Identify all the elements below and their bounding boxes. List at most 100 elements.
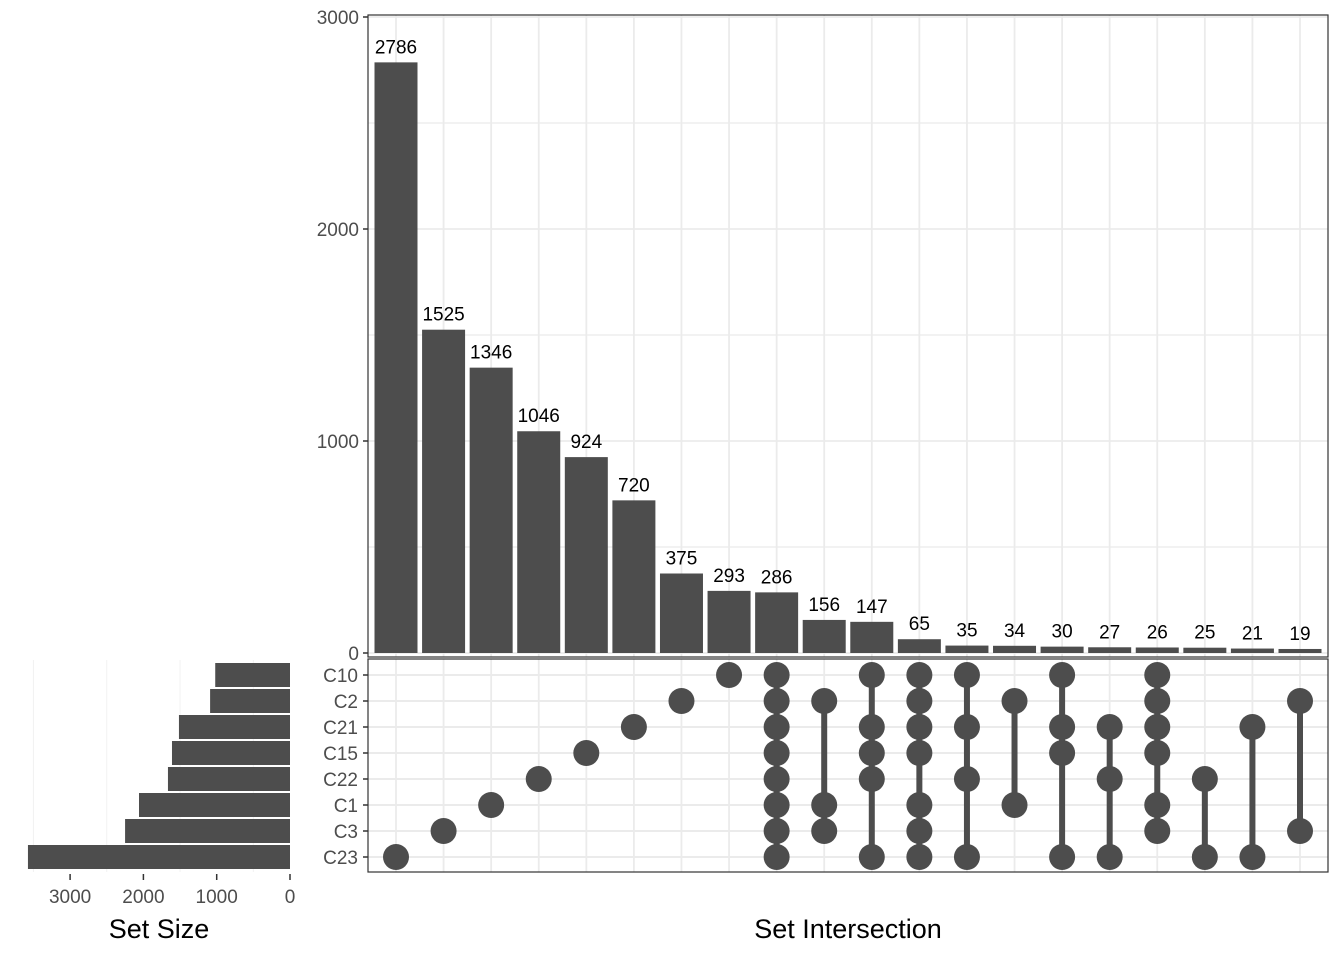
set-label: C22: [323, 770, 358, 791]
bar-value-label: 26: [1147, 622, 1168, 643]
set-membership-dot: [811, 792, 838, 818]
intersection-bars: 2786 1525 1346 1046 924 720 375 293 286 156 147 65 3…: [374, 37, 1322, 654]
set-membership-dot: [716, 662, 743, 688]
matrix-panel-border: [367, 658, 1329, 873]
set-size-bar: [167, 767, 290, 791]
intersection-bar: [422, 329, 466, 653]
set-membership-dot: [1001, 688, 1028, 714]
bar-value-label: 924: [570, 432, 602, 453]
set-membership-dot: [858, 662, 885, 688]
set-label: C15: [323, 744, 358, 765]
set-size-tick-label: 2000: [122, 887, 164, 908]
set-membership-dot: [1144, 714, 1171, 740]
set-membership-dot: [906, 714, 933, 740]
bar-value-label: 1346: [470, 343, 512, 364]
set-membership-dot: [525, 766, 552, 792]
bar-value-label: 1046: [518, 406, 560, 427]
set-membership-dot: [858, 844, 885, 870]
set-membership-dot: [573, 740, 600, 766]
bar-value-label: 21: [1242, 624, 1263, 645]
bar-value-label: 1525: [422, 305, 464, 326]
set-membership-dot: [763, 766, 790, 792]
intersection-bar: [1088, 647, 1132, 653]
set-size-bars: [27, 663, 290, 869]
axes: 0 1000 2000 3000 C10 C2 C21 C15 C22 C1 C3 C23 3000 20…: [49, 8, 1329, 908]
bar-value-label: 375: [666, 549, 698, 570]
set-label: C21: [323, 718, 358, 739]
set-size-tick-label: 0: [285, 887, 296, 908]
set-size-bar: [171, 741, 290, 765]
x-axis-title: Set Intersection: [754, 914, 942, 944]
bar-value-label: 30: [1052, 622, 1073, 643]
bar-value-label: 293: [713, 566, 745, 587]
set-size-bar: [27, 845, 290, 869]
set-membership-dot: [953, 844, 980, 870]
set-membership-dot: [620, 714, 647, 740]
set-label: C1: [334, 796, 358, 817]
set-membership-dot: [763, 688, 790, 714]
set-membership-dot: [1287, 818, 1313, 844]
intersection-bar: [374, 62, 418, 654]
set-membership-dot: [1096, 714, 1123, 740]
intersection-bar: [1230, 648, 1274, 653]
bar-value-label: 35: [956, 621, 977, 642]
set-membership-dot: [1144, 818, 1171, 844]
set-membership-dot: [1049, 714, 1076, 740]
set-membership-dot: [1191, 844, 1218, 870]
set-label: C2: [334, 692, 358, 713]
bar-value-label: 156: [808, 595, 840, 616]
set-membership-dot: [763, 740, 790, 766]
set-label: C3: [334, 822, 358, 843]
set-membership-dot: [478, 792, 505, 818]
intersection-bar: [850, 621, 894, 653]
set-size-bar: [178, 715, 290, 739]
bar-value-label: 2786: [375, 37, 417, 58]
set-membership-dot: [1144, 688, 1171, 714]
set-membership-dot: [763, 792, 790, 818]
set-membership-dot: [811, 688, 838, 714]
set-membership-dot: [906, 740, 933, 766]
set-membership-dot: [1239, 714, 1266, 740]
dot-matrix: [383, 662, 1313, 870]
set-membership-dot: [858, 714, 885, 740]
set-membership-dot: [953, 714, 980, 740]
set-membership-dot: [1239, 844, 1266, 870]
y-tick-label: 2000: [317, 220, 359, 241]
set-membership-dot: [858, 766, 885, 792]
intersection-bar: [659, 573, 703, 653]
set-membership-dot: [906, 844, 933, 870]
set-membership-dot: [1001, 792, 1028, 818]
set-membership-dot: [1287, 688, 1313, 714]
set-membership-dot: [1049, 740, 1076, 766]
bar-value-label: 65: [909, 614, 930, 635]
bar-value-label: 19: [1289, 624, 1310, 645]
top-panel-border: [367, 14, 1329, 658]
intersection-bar: [1183, 647, 1227, 653]
bar-value-label: 286: [761, 567, 793, 588]
set-membership-dot: [1144, 740, 1171, 766]
set-size-bar: [215, 663, 290, 687]
set-membership-dot: [1096, 844, 1123, 870]
bar-value-label: 25: [1194, 623, 1215, 644]
y-tick-label: 1000: [317, 432, 359, 453]
intersection-bar: [612, 500, 656, 653]
set-membership-dot: [763, 818, 790, 844]
set-membership-dot: [1049, 662, 1076, 688]
intersection-bar: [1278, 648, 1322, 653]
set-size-axis-title: Set Size: [109, 914, 210, 944]
set-membership-dot: [763, 844, 790, 870]
set-membership-dot: [763, 662, 790, 688]
intersection-bar: [469, 367, 513, 653]
y-tick-label: 0: [348, 644, 359, 665]
set-membership-dot: [1191, 766, 1218, 792]
intersection-bar: [993, 645, 1037, 653]
set-size-bar: [139, 793, 290, 817]
set-membership-dot: [763, 714, 790, 740]
set-size-tick-label: 1000: [196, 887, 238, 908]
intersection-bar: [945, 645, 989, 653]
set-membership-dot: [1144, 792, 1171, 818]
y-tick-label: 3000: [317, 8, 359, 29]
intersection-bar: [802, 619, 846, 653]
set-membership-dot: [953, 662, 980, 688]
